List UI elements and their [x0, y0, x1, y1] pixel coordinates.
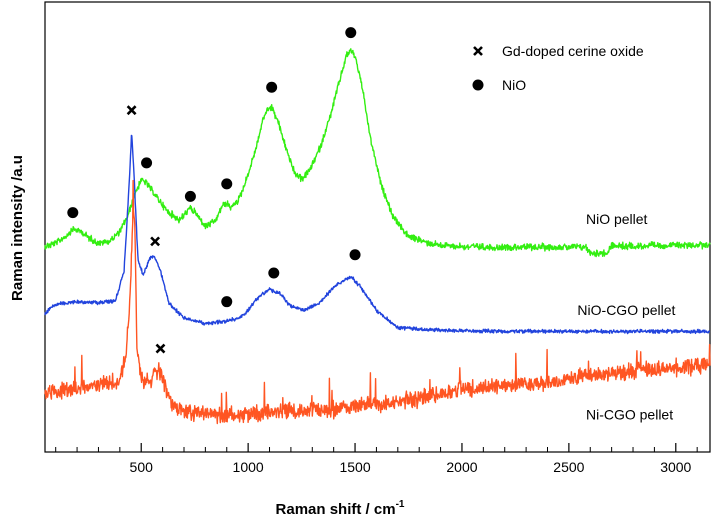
nio-peak-marker	[67, 207, 79, 219]
x-tick-label: 500	[130, 459, 154, 475]
plot-axes: 500 1000 1500 2000 2500 3000	[44, 1, 711, 475]
legend: Gd-doped cerine oxide NiO	[472, 43, 644, 93]
nio-peak-marker	[345, 27, 357, 39]
nio-peak-marker	[141, 157, 153, 169]
series-labels: NiO pellet NiO-CGO pellet Ni-CGO pellet	[577, 211, 675, 422]
cross-stroke	[473, 46, 483, 56]
x-tick-label: 2000	[446, 459, 477, 475]
cgo-peak-marker	[126, 105, 137, 116]
series-line-ni-cgo-pellet	[44, 179, 711, 425]
series-line-nio-pellet	[44, 48, 711, 258]
cgo-peak-marker	[150, 236, 161, 247]
peak-annotations	[67, 27, 361, 354]
series-layer	[44, 48, 711, 425]
plot-frame	[44, 1, 711, 453]
series-label-2: Ni-CGO pellet	[586, 406, 673, 422]
x-axis-label: Raman shift / cm-1	[276, 499, 405, 518]
legend-label: NiO	[502, 77, 526, 93]
x-tick-label: 2500	[553, 459, 584, 475]
y-axis-label: Raman intensity /a.u	[9, 155, 26, 301]
legend-label: Gd-doped cerine oxide	[502, 43, 644, 59]
series-label-0: NiO pellet	[586, 211, 648, 227]
cgo-peak-marker	[473, 46, 483, 56]
x-tick-label: 1000	[233, 459, 264, 475]
x-tick-label: 1500	[339, 459, 370, 475]
series-line-nio-cgo-pellet	[44, 134, 711, 335]
nio-peak-marker	[221, 296, 233, 308]
series-label-1: NiO-CGO pellet	[577, 302, 675, 318]
nio-peak-marker	[472, 79, 484, 91]
nio-peak-marker	[268, 267, 280, 279]
cgo-peak-marker	[155, 343, 166, 354]
nio-peak-marker	[266, 81, 278, 93]
x-tick-label: 3000	[660, 459, 691, 475]
cross-stroke	[150, 236, 161, 247]
cross-stroke	[155, 343, 166, 354]
nio-peak-marker	[349, 249, 361, 261]
nio-peak-marker	[221, 178, 233, 190]
nio-peak-marker	[184, 190, 196, 202]
cross-stroke	[126, 105, 137, 116]
